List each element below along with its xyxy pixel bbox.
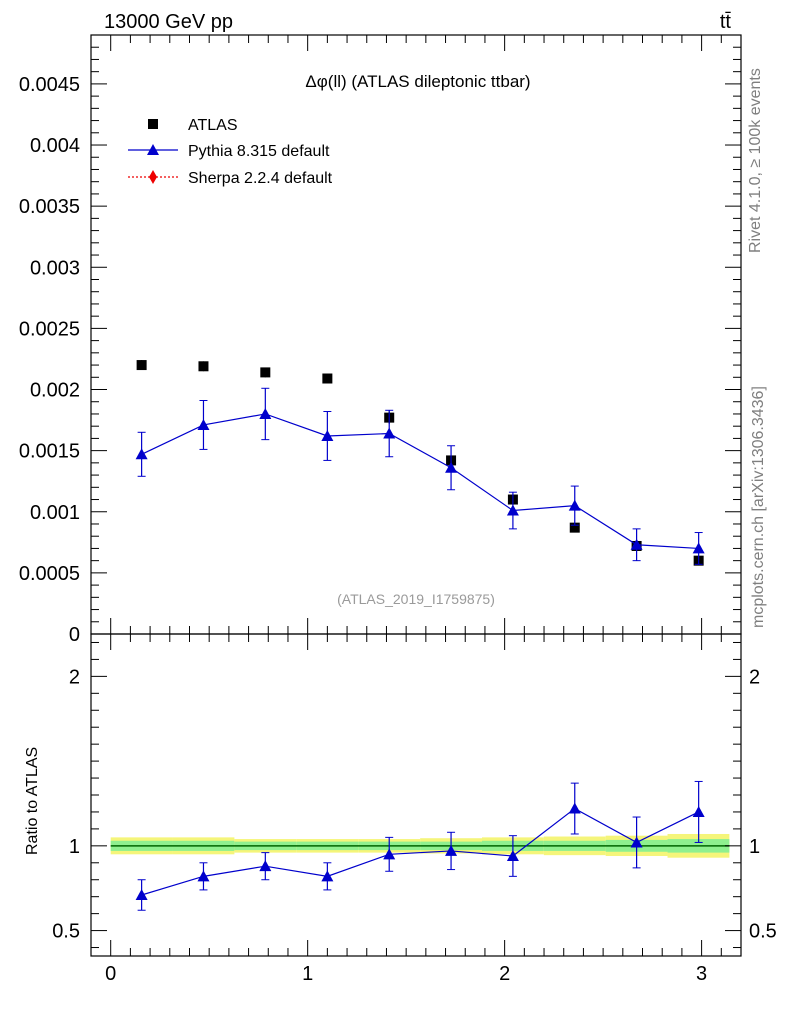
x-tick-label: 2: [499, 963, 510, 985]
main-y-tick-label: 0.003: [30, 257, 80, 279]
ratio-pythia-data-point: [568, 802, 581, 814]
ratio-pythia-data-point: [321, 870, 334, 882]
analysis-watermark: (ATLAS_2019_I1759875): [337, 591, 495, 607]
main-y-tick-label: 0.0005: [19, 563, 80, 585]
x-tick-label: 0: [105, 963, 116, 985]
ratio-plot-frame: [90, 633, 742, 957]
ratio-y-tick-label-right: 1: [749, 836, 760, 858]
ratio-y-tick-labels: 0.5 0.5 1 1 2 2: [52, 666, 777, 942]
ratio-pythia-data-point: [135, 888, 148, 900]
pythia-data-point: [506, 504, 519, 516]
ratio-y-tick-label: 1: [69, 836, 80, 858]
ratio-pythia-data-point: [445, 844, 458, 856]
legend-label-pythia: Pythia 8.315 default: [188, 143, 330, 160]
mcplots-side-label: mcplots.cern.ch [arXiv:1306.3436]: [750, 386, 767, 628]
main-y-tick-label: 0.001: [30, 502, 80, 524]
ratio-pythia-data-point: [692, 805, 705, 817]
ratio-pythia-line: [141, 807, 699, 896]
rivet-side-label: Rivet 4.1.0, ≥ 100k events: [747, 68, 764, 253]
x-tick-labels: 0 1 2 3: [105, 963, 707, 985]
ratio-plot-panel: 0.5 0.5 1 1 2 2 0 1 2 3 Ratio to ATLAS: [24, 633, 777, 985]
main-series-group: [135, 360, 705, 566]
legend-marker-atlas: [148, 119, 158, 129]
header-left-label: 13000 GeV pp: [104, 11, 233, 33]
pythia-data-point: [692, 542, 705, 554]
main-plot-panel: 0 0.0005 0.001 0.0015 0.002 0.0025 0.003 0.0035…: [19, 34, 742, 646]
pythia-data-point: [321, 429, 334, 441]
main-y-tick-label: 0.0035: [19, 196, 80, 218]
main-y-tick-labels: 0 0.0005 0.001 0.0015 0.002 0.0025 0.003 0.0035…: [19, 74, 80, 646]
pythia-data-point: [383, 427, 396, 439]
ratio-y-tick-label-right: 0.5: [749, 921, 777, 943]
legend-label-atlas: ATLAS: [188, 117, 238, 134]
ratio-y-tick-label: 0.5: [52, 921, 80, 943]
pythia-line: [141, 413, 699, 550]
pythia-data-point: [445, 461, 458, 473]
main-y-tick-label: 0.004: [30, 135, 80, 157]
ratio-y-tick-label: 2: [69, 666, 80, 688]
ratio-pythia-data-point: [259, 860, 272, 872]
ratio-series-group: [135, 780, 705, 911]
ratio-axis-ticks: [91, 634, 741, 956]
main-y-tick-label: 0.0015: [19, 441, 80, 463]
main-axis-ticks: [91, 34, 741, 635]
pythia-data-point: [259, 407, 272, 419]
x-tick-label: 1: [302, 963, 313, 985]
legend-marker-sherpa: [149, 170, 157, 184]
atlas-data-point: [198, 361, 209, 372]
main-y-tick-label: 0: [69, 624, 80, 646]
atlas-data-point: [136, 360, 147, 371]
pythia-data-point: [568, 499, 581, 511]
main-y-tick-label: 0.0025: [19, 318, 80, 340]
atlas-data-point: [260, 367, 271, 378]
legend-label-sherpa: Sherpa 2.2.4 default: [188, 170, 333, 187]
pythia-data-point: [197, 418, 210, 430]
legend-marker-pythia: [147, 144, 159, 155]
pythia-data-point: [630, 538, 643, 550]
pythia-data-point: [135, 448, 148, 460]
ratio-pythia-data-point: [630, 836, 643, 848]
main-y-tick-label: 0.0045: [19, 74, 80, 96]
ratio-pythia-data-point: [197, 870, 210, 882]
main-plot-title: Δφ(ll) (ATLAS dileptonic ttbar): [305, 72, 530, 91]
main-y-tick-label: 0.002: [30, 380, 80, 402]
header-right-label: tt̄: [720, 11, 732, 33]
ratio-pythia-data-point: [506, 850, 519, 862]
ratio-pythia-data-point: [383, 848, 396, 860]
atlas-data-point: [569, 522, 580, 533]
legend: ATLAS Pythia 8.315 default Sherpa 2.2.4 …: [128, 117, 333, 187]
ratio-y-axis-label: Ratio to ATLAS: [24, 747, 41, 855]
ratio-y-tick-label-right: 2: [749, 666, 760, 688]
atlas-data-point: [322, 373, 333, 384]
x-tick-label: 3: [696, 963, 707, 985]
